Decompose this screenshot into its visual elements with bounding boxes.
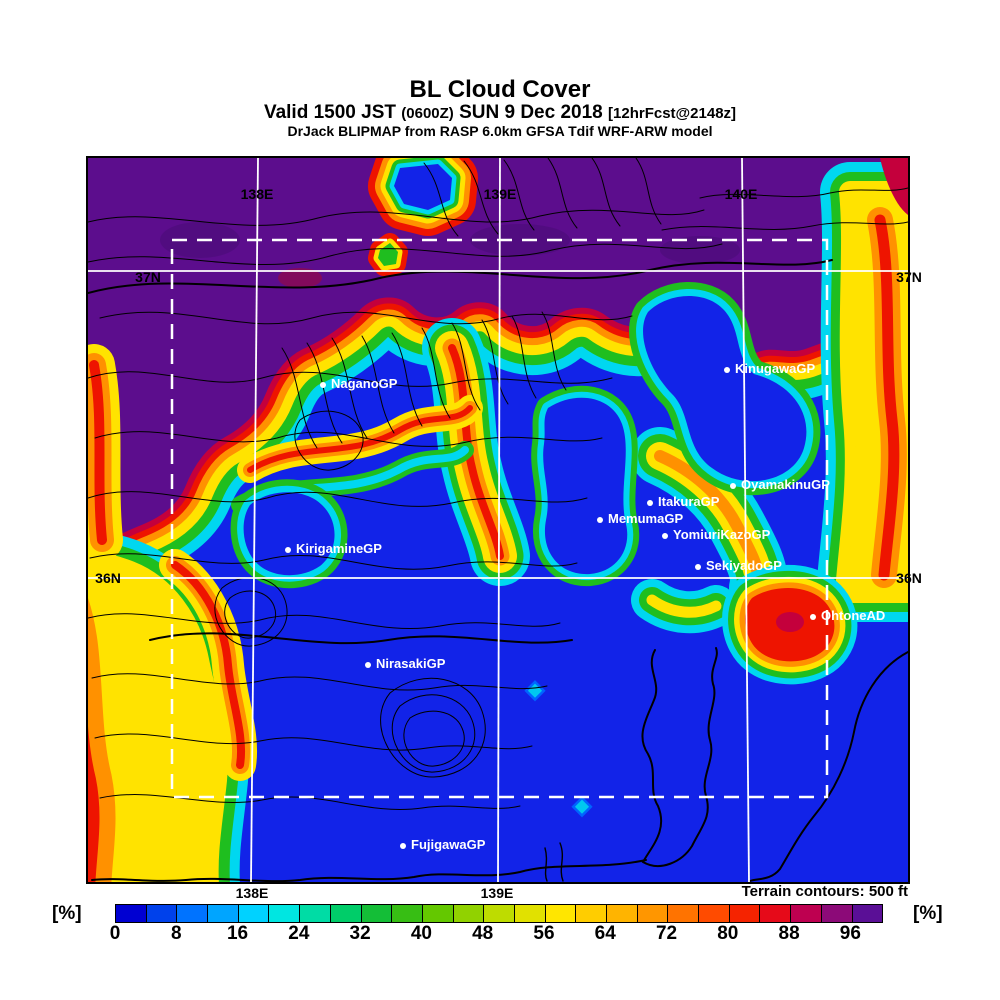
grid-label-139e: 139E (483, 186, 517, 202)
colorbar-cell (852, 905, 883, 922)
grid-label-36n: 36N (95, 570, 121, 586)
colorbar-cell (238, 905, 270, 922)
terrain-note: Terrain contours: 500 ft (741, 883, 908, 900)
field-right-edge-band (846, 158, 908, 592)
colorbar-cell (177, 905, 209, 922)
station-dot (647, 500, 653, 506)
station-dot (724, 367, 730, 373)
station-label-kirigaminegp: KirigamineGP (296, 541, 382, 556)
colorbar-tick-label: 48 (472, 923, 494, 944)
colorbar-tick-label: 0 (109, 923, 121, 944)
colorbar-cell (422, 905, 454, 922)
colorbar-tick-label: 96 (839, 923, 861, 944)
colorbar-cell (821, 905, 853, 922)
domain-boundary (170, 238, 829, 799)
field-small-diamond (378, 243, 398, 266)
station-label-ohtonead: OhtoneAD (821, 608, 886, 623)
colorbar-cell (269, 905, 301, 922)
colorbar-cell (392, 905, 423, 922)
colorbar-tick-label: 32 (349, 923, 371, 944)
field-sekiyado-blob (652, 600, 716, 612)
station-label-itakuragp: ItakuraGP (658, 494, 720, 509)
field-clear-hole (394, 164, 452, 210)
station-dot (730, 483, 736, 489)
station-dot (365, 662, 371, 668)
colorbar-cell (361, 905, 393, 922)
colorbar-unit-left: [%] (52, 903, 82, 924)
station-label-oyamakinugp: OyamakinuGP (741, 477, 830, 492)
colorbar-tick-label: 16 (226, 923, 249, 944)
grid-label-140e: 140E (724, 186, 758, 202)
colorbar-cell (116, 905, 147, 922)
colorbar-cell (760, 905, 792, 922)
colorbar-cell (729, 905, 761, 922)
grid-label-37n: 37N (135, 269, 161, 285)
station-dot (810, 614, 816, 620)
colorbar-cell (607, 905, 638, 922)
grid-label-37n: 37N (896, 269, 922, 285)
colorbar-unit-right: [%] (913, 903, 943, 924)
terrain-contours (87, 157, 909, 810)
colorbar-tick-label: 56 (533, 923, 555, 944)
station-dot (400, 843, 406, 849)
station-label-yomiurikazogp: YomiuriKazoGP (673, 527, 771, 542)
valid-label: Valid 1500 JST (263, 102, 396, 123)
colorbar-tick-label: 40 (410, 923, 432, 944)
valid-time-line: Valid 1500 JST (0600Z) SUN 9 Dec 2018 [1… (0, 102, 1000, 124)
colorbar-cell (208, 905, 239, 922)
station-label-naganogp: NaganoGP (331, 376, 398, 391)
page-title: BL Cloud Cover (409, 76, 591, 103)
model-line: DrJack BLIPMAP from RASP 6.0km GFSA Tdif… (287, 123, 713, 139)
station-dot (662, 533, 668, 539)
colorbar-cell (146, 905, 178, 922)
colorbar-tick-label: 8 (170, 923, 182, 944)
colorbar-cell (453, 905, 485, 922)
colorbar-cell (545, 905, 577, 922)
colorbar-cell (330, 905, 362, 922)
colorbar-cell (300, 905, 331, 922)
colorbar (115, 904, 883, 923)
forecast-tag: [12hrFcst@2148z] (608, 105, 737, 122)
forecast-map (88, 158, 908, 882)
colorbar-cell (514, 905, 546, 922)
valid-date: SUN 9 Dec 2018 (459, 102, 603, 123)
field-ohtone-blob (745, 588, 834, 661)
station-label-sekiyadogp: SekiyadoGP (706, 558, 782, 573)
station-dot (597, 517, 603, 523)
colorbar-tick-label: 72 (655, 923, 678, 944)
colorbar-tick-label: 64 (594, 923, 616, 944)
colorbar-cell (484, 905, 515, 922)
field-left-ridge (94, 365, 102, 540)
colorbar-tick-label: 80 (717, 923, 739, 944)
station-dot (695, 564, 701, 570)
valid-zulu: (0600Z) (401, 105, 454, 122)
station-label-fujigawagp: FujigawaGP (411, 837, 486, 852)
colorbar-cell (576, 905, 607, 922)
grid-label-138e: 138E (235, 885, 269, 901)
cloud-cover-field (88, 158, 908, 882)
colorbar-tick-label: 88 (778, 923, 800, 944)
grid-label-139e: 139E (480, 885, 514, 901)
colorbar-cell (791, 905, 822, 922)
station-label-kinugawagp: KinugawaGP (735, 361, 816, 376)
colorbar-cell (668, 905, 700, 922)
colorbar-tick-label: 24 (288, 923, 310, 944)
station-dot (285, 547, 291, 553)
station-label-memumagp: MemumaGP (608, 511, 684, 526)
coastline (91, 647, 909, 883)
station-dot (320, 382, 326, 388)
grid-label-138e: 138E (240, 186, 274, 202)
grid-label-36n: 36N (896, 570, 922, 586)
colorbar-cell (699, 905, 730, 922)
colorbar-ticks: 0 8 16 24 32 40 48 56 64 72 80 88 96 (110, 923, 881, 947)
graticule (88, 157, 908, 883)
colorbar-cell (637, 905, 669, 922)
station-label-nirasakigp: NirasakiGP (376, 656, 446, 671)
